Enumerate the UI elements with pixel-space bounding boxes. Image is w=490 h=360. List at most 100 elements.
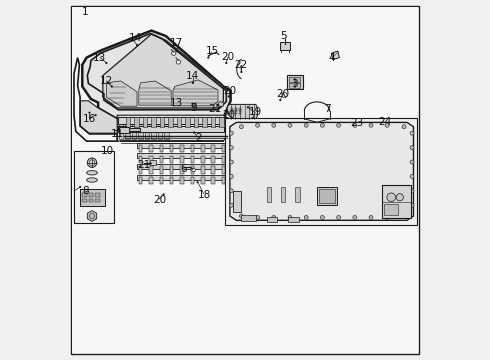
Circle shape: [111, 85, 113, 87]
Text: 6: 6: [180, 164, 186, 174]
Bar: [164, 121, 169, 139]
Bar: [118, 126, 224, 132]
Bar: [201, 156, 204, 163]
Bar: [139, 145, 143, 152]
Bar: [235, 108, 237, 110]
Bar: [267, 187, 271, 202]
Bar: [180, 156, 184, 163]
Bar: [221, 177, 225, 184]
Text: 4: 4: [329, 53, 336, 63]
Text: 20: 20: [222, 110, 235, 120]
Bar: [89, 199, 93, 202]
Bar: [231, 113, 233, 114]
Bar: [194, 117, 198, 127]
Bar: [89, 193, 93, 197]
Bar: [151, 117, 156, 127]
Bar: [119, 127, 129, 133]
Bar: [170, 156, 173, 163]
Polygon shape: [173, 80, 218, 106]
Bar: [160, 117, 164, 127]
Text: 1: 1: [81, 6, 88, 17]
Text: 24: 24: [378, 117, 392, 127]
Circle shape: [207, 57, 209, 59]
Circle shape: [229, 160, 233, 164]
Polygon shape: [139, 81, 171, 105]
Bar: [211, 145, 215, 152]
Bar: [137, 175, 226, 180]
Bar: [231, 108, 233, 110]
Circle shape: [193, 131, 195, 134]
Polygon shape: [218, 102, 223, 106]
Bar: [82, 193, 87, 197]
Bar: [149, 145, 153, 152]
Circle shape: [410, 146, 414, 150]
Polygon shape: [230, 122, 414, 220]
Bar: [82, 199, 87, 202]
Bar: [139, 121, 143, 139]
Circle shape: [402, 214, 406, 218]
Bar: [319, 189, 335, 203]
Bar: [295, 77, 300, 82]
Text: 20: 20: [223, 86, 237, 96]
Polygon shape: [87, 211, 97, 221]
Circle shape: [217, 104, 219, 106]
Bar: [384, 204, 398, 215]
Circle shape: [79, 186, 81, 188]
Circle shape: [163, 193, 165, 195]
Circle shape: [337, 123, 341, 127]
Bar: [280, 42, 290, 50]
Bar: [295, 187, 300, 202]
Text: 3: 3: [292, 78, 298, 89]
Text: 5: 5: [281, 31, 287, 41]
Circle shape: [229, 203, 233, 207]
Bar: [202, 117, 207, 127]
Text: 9: 9: [191, 103, 197, 113]
Bar: [288, 75, 303, 89]
Circle shape: [353, 123, 357, 127]
Polygon shape: [103, 34, 223, 108]
Bar: [95, 199, 99, 202]
Bar: [149, 177, 153, 184]
Circle shape: [320, 215, 324, 219]
Bar: [221, 166, 225, 174]
Bar: [239, 108, 241, 110]
Text: 2: 2: [195, 132, 201, 143]
Circle shape: [176, 60, 180, 64]
Bar: [160, 177, 163, 184]
Circle shape: [272, 215, 276, 219]
Bar: [211, 177, 215, 184]
Circle shape: [387, 193, 395, 202]
Text: 20: 20: [221, 51, 234, 62]
Polygon shape: [227, 104, 258, 120]
Bar: [201, 166, 204, 174]
Bar: [137, 153, 226, 158]
Circle shape: [247, 106, 249, 108]
Text: 11: 11: [111, 129, 124, 139]
Circle shape: [282, 93, 287, 98]
Bar: [295, 83, 300, 88]
Circle shape: [410, 160, 414, 164]
Text: 16: 16: [83, 114, 96, 124]
Bar: [180, 177, 184, 184]
Circle shape: [252, 117, 254, 119]
Bar: [211, 156, 215, 163]
Text: 7: 7: [324, 104, 330, 114]
Circle shape: [385, 123, 389, 127]
Bar: [95, 193, 99, 197]
Circle shape: [256, 215, 260, 219]
Circle shape: [240, 71, 243, 73]
Circle shape: [410, 131, 414, 135]
Bar: [177, 117, 181, 127]
Bar: [158, 121, 162, 139]
Polygon shape: [356, 120, 362, 125]
Polygon shape: [106, 81, 137, 106]
Polygon shape: [80, 101, 117, 133]
Bar: [137, 164, 226, 169]
Text: 15: 15: [206, 46, 219, 56]
Bar: [149, 166, 153, 174]
Bar: [317, 187, 337, 205]
Circle shape: [196, 181, 198, 183]
Bar: [221, 156, 225, 163]
Bar: [139, 177, 143, 184]
Bar: [137, 143, 226, 148]
